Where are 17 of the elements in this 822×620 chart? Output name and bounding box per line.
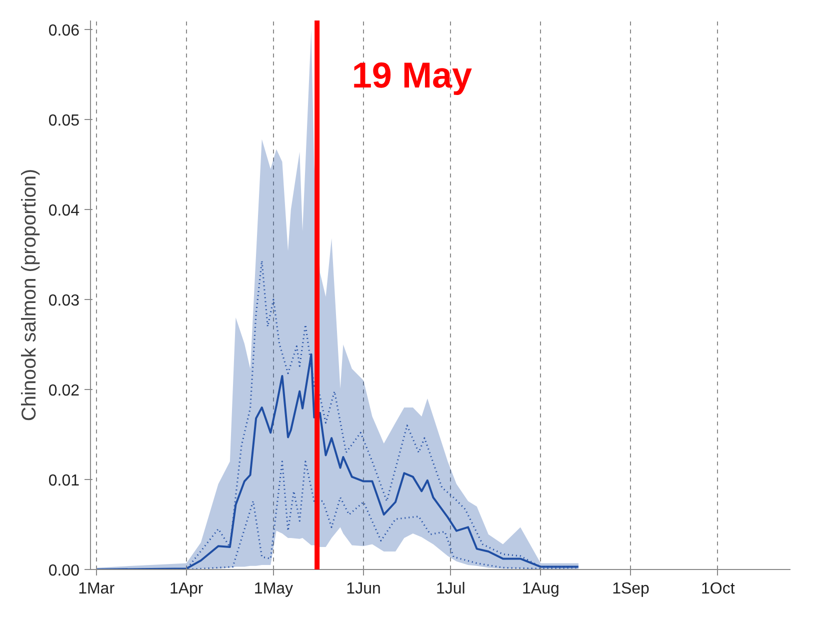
x-tick-label: 1Sep [612,580,650,598]
x-tick-label: 1May [254,580,294,598]
y-tick-label: 0.05 [48,112,80,130]
y-tick-label: 0.00 [48,562,80,580]
x-tick-label: 1Mar [78,580,116,598]
y-tick-label: 0.03 [48,292,80,310]
x-tick-label: 1Jun [346,580,381,598]
y-tick-label: 0.01 [48,472,80,490]
y-tick-label: 0.06 [48,22,80,40]
y-axis-title: Chinook salmon (proportion) [18,168,40,422]
y-tick-label: 0.04 [48,202,80,220]
x-tick-label: 1Apr [169,580,204,598]
x-tick-label: 1Jul [436,580,466,598]
y-tick-label: 0.02 [48,382,80,400]
x-tick-label: 1Oct [700,580,736,598]
x-tick-label: 1Aug [522,580,560,598]
ref-line-label: 19 May [352,54,472,96]
